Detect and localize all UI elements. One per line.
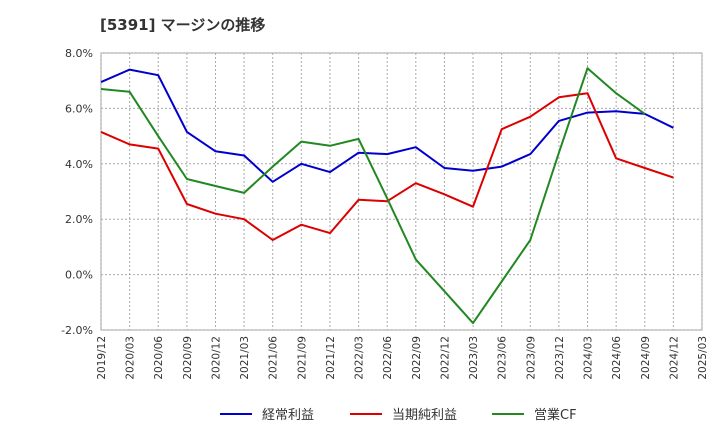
x-tick-label: 2023/06: [497, 336, 509, 380]
x-tick-label: 2023/09: [525, 336, 537, 380]
x-tick-label: 2024/12: [668, 336, 680, 380]
x-tick-label: 2020/03: [125, 336, 137, 380]
y-tick-label: 2.0%: [65, 213, 93, 226]
x-tick-label: 2021/03: [239, 336, 251, 380]
legend-label-3: 営業CF: [534, 407, 577, 423]
x-tick-label: 2025/03: [697, 336, 709, 380]
legend-label-2: 当期純利益: [392, 408, 457, 423]
x-tick-label: 2020/12: [210, 336, 222, 380]
series-line-3: [100, 67, 646, 325]
x-tick-label: 2021/06: [268, 336, 280, 380]
x-tick-label: 2021/12: [325, 336, 337, 380]
series-line-1: [100, 68, 674, 183]
chart-title: [5391] マージンの推移: [100, 16, 266, 34]
x-tick-label: 2024/09: [640, 336, 652, 380]
x-tick-label: 2022/06: [382, 336, 394, 380]
x-tick-label: 2020/06: [153, 336, 165, 380]
y-tick-label: 0.0%: [65, 269, 93, 282]
x-tick-label: 2019/12: [96, 336, 108, 380]
y-tick-label: -2.0%: [61, 324, 93, 337]
x-tick-label: 2021/09: [296, 336, 308, 380]
legend-label-1: 経常利益: [262, 408, 314, 423]
x-tick-label: 2024/06: [611, 336, 623, 380]
y-tick-label: 6.0%: [65, 102, 93, 115]
x-tick-label: 2023/12: [554, 336, 566, 380]
x-tick-label: 2024/03: [583, 336, 595, 380]
x-tick-label: 2022/12: [439, 336, 451, 380]
x-tick-label: 2022/03: [354, 336, 366, 380]
x-tick-label: 2022/09: [411, 336, 423, 380]
x-tick-label: 2023/03: [468, 336, 480, 380]
y-tick-label: 8.0%: [65, 47, 93, 60]
x-tick-label: 2020/09: [182, 336, 194, 380]
y-tick-label: 4.0%: [65, 158, 93, 171]
